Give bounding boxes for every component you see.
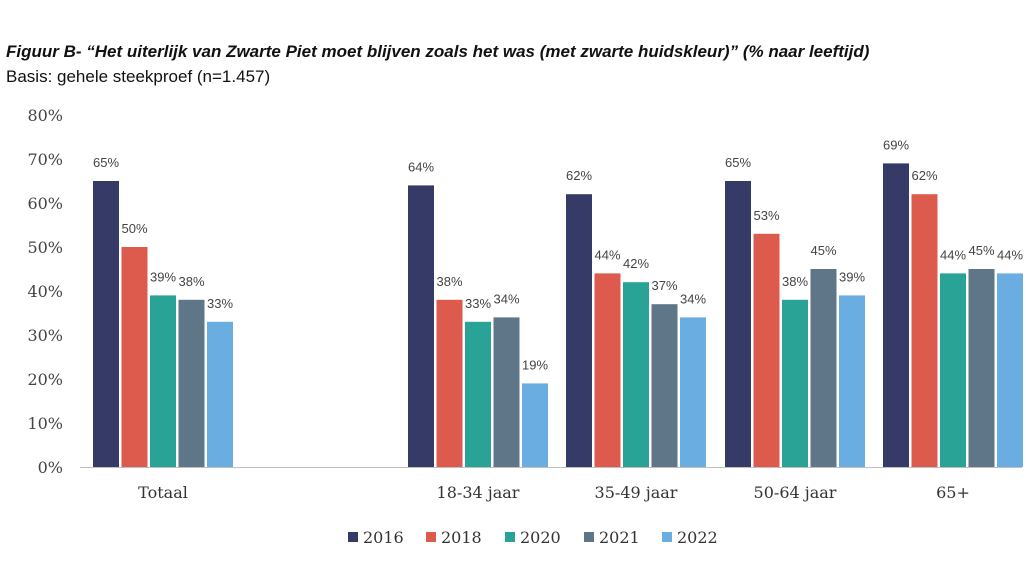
bar	[651, 304, 678, 467]
bar	[940, 273, 966, 467]
legend: 2016 2018 2020 2021 2022	[348, 528, 718, 547]
legend-label: 2016	[363, 528, 404, 547]
chart-subtitle: Basis: gehele steekproef (n=1.457)	[6, 67, 271, 86]
legend-swatch	[662, 532, 672, 542]
x-tick-label: 65+	[936, 483, 970, 502]
data-label: 33%	[207, 296, 233, 311]
data-label: 42%	[623, 256, 649, 271]
legend-swatch	[505, 532, 515, 542]
y-tick-label: 80%	[27, 106, 63, 125]
data-label: 38%	[178, 274, 204, 289]
legend-swatch	[584, 532, 594, 542]
data-label: 39%	[150, 269, 176, 284]
data-label: 53%	[753, 208, 779, 223]
data-label: 69%	[883, 137, 909, 152]
legend-label: 2020	[520, 528, 561, 547]
bar	[436, 299, 463, 467]
bar	[493, 317, 520, 467]
data-label: 44%	[940, 247, 966, 262]
bar	[566, 194, 592, 467]
bar	[968, 269, 995, 467]
y-tick-label: 40%	[27, 282, 63, 301]
y-tick-label: 60%	[27, 194, 63, 213]
y-tick-label: 70%	[27, 150, 63, 169]
y-tick-label: 10%	[27, 414, 63, 433]
data-label: 62%	[566, 168, 592, 183]
bar	[753, 233, 780, 467]
data-label: 45%	[968, 243, 994, 258]
data-label: 33%	[465, 296, 491, 311]
data-label: 64%	[408, 159, 434, 174]
data-label: 34%	[680, 291, 706, 306]
bar	[810, 269, 837, 467]
bar	[680, 317, 706, 467]
y-tick-label: 20%	[27, 370, 63, 389]
legend-label: 2018	[441, 528, 482, 547]
legend-swatch	[426, 532, 436, 542]
bar	[93, 181, 119, 467]
y-axis: 0% 10% 20% 30% 40% 50% 60% 70% 80%	[27, 106, 63, 477]
data-label: 19%	[522, 357, 548, 372]
bar	[839, 295, 865, 467]
data-label: 44%	[594, 247, 620, 262]
bar	[465, 321, 491, 467]
y-tick-label: 30%	[27, 326, 63, 345]
data-label: 44%	[997, 247, 1023, 262]
bar	[150, 295, 176, 467]
y-tick-label: 0%	[38, 458, 63, 477]
x-axis: Totaal 18-34 jaar 35-49 jaar 50-64 jaar 65+	[80, 467, 1022, 502]
data-label: 65%	[725, 155, 751, 170]
data-labels: 65%50%39% 38%33%64%38%33% 34%19%62%44%42%3…	[93, 137, 1023, 372]
data-label: 34%	[493, 291, 519, 306]
x-tick-label: 50-64 jaar	[754, 483, 837, 502]
bar	[121, 247, 148, 467]
data-label: 38%	[436, 274, 462, 289]
data-label: 38%	[782, 274, 808, 289]
data-label: 37%	[651, 278, 677, 293]
data-label: 62%	[911, 168, 937, 183]
legend-label: 2021	[599, 528, 640, 547]
bar	[207, 321, 233, 467]
bar	[725, 181, 751, 467]
bar	[997, 273, 1023, 467]
x-tick-label: 35-49 jaar	[595, 483, 678, 502]
bar	[594, 273, 621, 467]
bar	[178, 299, 205, 467]
data-label: 65%	[93, 155, 119, 170]
legend-label: 2022	[677, 528, 718, 547]
bar	[883, 163, 909, 467]
bar	[522, 383, 548, 467]
bar	[911, 194, 938, 467]
data-label: 39%	[839, 269, 865, 284]
data-label: 45%	[810, 243, 836, 258]
y-tick-label: 50%	[27, 238, 63, 257]
x-tick-label: 18-34 jaar	[437, 483, 520, 502]
chart-title: Figuur B- “Het uiterlijk van Zwarte Piet…	[6, 42, 870, 61]
data-label: 50%	[121, 221, 147, 236]
bar	[782, 299, 808, 467]
bar	[623, 282, 649, 467]
bar	[408, 185, 434, 467]
bar-series	[93, 163, 1023, 467]
x-tick-label: Totaal	[138, 483, 188, 502]
legend-swatch	[348, 532, 358, 542]
